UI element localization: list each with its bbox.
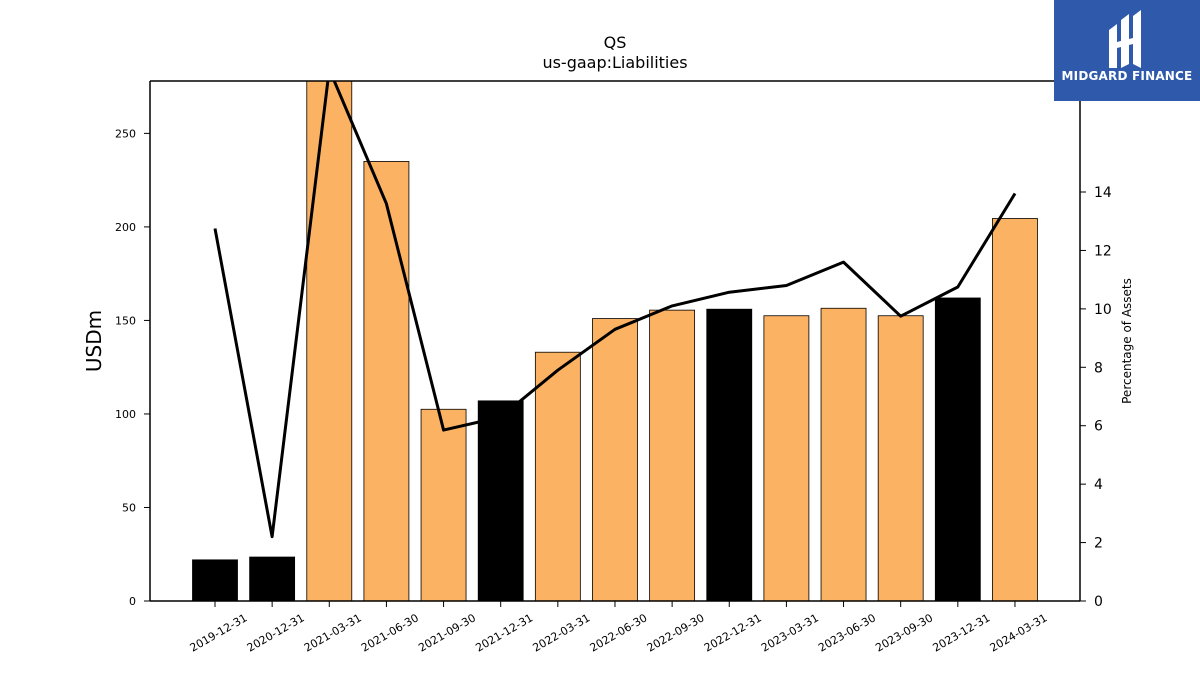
chart-title: QS <box>604 33 627 52</box>
bar-2022-09-30 <box>649 309 696 601</box>
line-series <box>213 81 1017 539</box>
y-tick-label: 0 <box>129 595 136 608</box>
x-tick-label: 2021-03-31 <box>302 611 364 654</box>
y-tick-label: 100 <box>115 408 136 421</box>
bar-2023-03-31 <box>763 315 810 601</box>
y-tick-label: 200 <box>115 221 136 234</box>
x-tick-label: 2023-03-31 <box>759 611 821 654</box>
x-tick-label: 2019-12-31 <box>188 611 250 654</box>
y2-tick-label: 2 <box>1094 536 1103 552</box>
logo-text: MIDGARD FINANCE <box>1061 69 1193 83</box>
x-tick-label: 2022-03-31 <box>530 611 592 654</box>
y-tick-label: 250 <box>115 127 136 140</box>
x-axis-ticks: 2019-12-312020-12-312021-03-312021-06-30… <box>188 601 1050 655</box>
bar-2022-06-30 <box>592 318 638 601</box>
x-tick-label: 2021-12-31 <box>473 611 535 654</box>
bar-2024-03-31 <box>992 218 1038 601</box>
y2-tick-label: 10 <box>1094 302 1112 318</box>
bar-2022-03-31 <box>534 351 581 601</box>
bar-series <box>192 81 1038 601</box>
bar-2023-06-30 <box>820 307 867 601</box>
right-axis-ticks: 0 2 4 6 8 10 12 14 <box>1080 185 1112 610</box>
y2-tick-label: 0 <box>1094 594 1103 610</box>
x-tick-label: 2022-12-31 <box>702 611 764 654</box>
y2-tick-label: 8 <box>1094 360 1103 376</box>
y-tick-label: 150 <box>115 314 136 327</box>
bar-2020-12-31 <box>249 556 296 601</box>
y2-tick-label: 12 <box>1094 243 1112 259</box>
x-tick-label: 2021-06-30 <box>359 611 421 654</box>
x-tick-label: 2022-06-30 <box>588 611 650 654</box>
y2-tick-label: 4 <box>1094 477 1103 493</box>
x-tick-label: 2022-09-30 <box>645 611 707 654</box>
bar-2022-12-31 <box>706 308 753 601</box>
x-tick-label: 2023-09-30 <box>873 611 935 654</box>
x-tick-label: 2023-12-31 <box>930 611 992 654</box>
x-tick-label: 2020-12-31 <box>245 611 307 654</box>
bar-2021-09-30 <box>420 408 467 601</box>
brand-logo: MIDGARD FINANCE <box>1054 0 1200 101</box>
bar-2019-12-31 <box>192 559 238 601</box>
percentage-line <box>213 81 1017 539</box>
bar-2023-09-30 <box>877 315 924 601</box>
x-tick-label: 2021-09-30 <box>416 611 478 654</box>
x-tick-label: 2023-06-30 <box>816 611 878 654</box>
y2-axis-label: Percentage of Assets <box>1120 278 1134 404</box>
midgard-logo-icon <box>1109 10 1141 68</box>
y-axis-label: USDm <box>82 310 106 372</box>
bar-2021-06-30 <box>363 161 410 601</box>
left-axis-ticks: 0 50 100 150 200 250 <box>115 127 150 608</box>
y-tick-label: 50 <box>122 501 136 514</box>
bar-2023-12-31 <box>934 297 981 601</box>
y2-tick-label: 14 <box>1094 185 1112 201</box>
x-tick-label: 2024-03-31 <box>988 611 1050 654</box>
y2-tick-label: 6 <box>1094 419 1103 435</box>
chart-subtitle: us-gaap:Liabilities <box>542 53 687 72</box>
bar-2021-12-31 <box>477 400 524 601</box>
bar-2021-03-31 <box>306 81 353 601</box>
